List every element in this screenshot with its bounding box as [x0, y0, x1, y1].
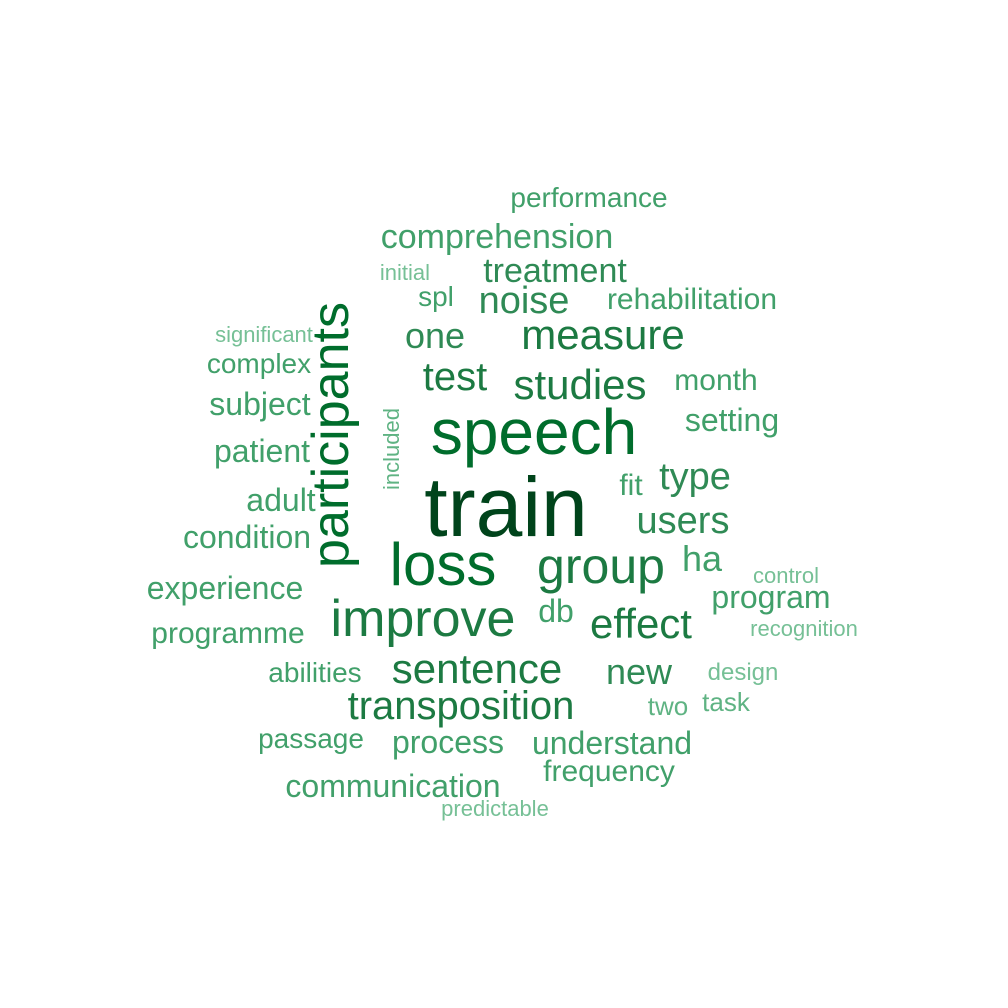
- word-transposition: transposition: [348, 684, 575, 728]
- word-one: one: [405, 315, 465, 356]
- word-subject: subject: [209, 386, 311, 422]
- word-understand: understand: [532, 725, 692, 761]
- word-condition: condition: [183, 519, 311, 555]
- word-spl: spl: [418, 281, 454, 312]
- word-significant: significant: [215, 322, 313, 347]
- word-control: control: [753, 563, 819, 588]
- word-improve: improve: [331, 590, 516, 648]
- word-initial: initial: [380, 260, 430, 285]
- word-frequency: frequency: [543, 755, 675, 788]
- word-program: program: [711, 579, 830, 615]
- word-studies: studies: [513, 361, 646, 408]
- word-group: group: [537, 538, 665, 594]
- word-patient: patient: [214, 433, 310, 469]
- word-communication: communication: [285, 768, 500, 804]
- word-loss: loss: [390, 531, 497, 598]
- word-new: new: [606, 651, 673, 692]
- word-type: type: [659, 456, 731, 498]
- word-users: users: [637, 500, 730, 542]
- word-db: db: [538, 593, 574, 629]
- word-programme: programme: [151, 617, 304, 650]
- word-adult: adult: [246, 482, 316, 518]
- word-participants: participants: [302, 302, 360, 568]
- word-test: test: [423, 355, 487, 399]
- word-month: month: [674, 364, 757, 397]
- word-predictable: predictable: [441, 796, 549, 821]
- word-process: process: [392, 724, 504, 760]
- word-task: task: [702, 687, 751, 717]
- word-measure: measure: [521, 311, 684, 358]
- word-complex: complex: [207, 348, 311, 379]
- word-sentence: sentence: [392, 645, 562, 692]
- word-setting: setting: [685, 402, 779, 438]
- word-performance: performance: [510, 182, 667, 213]
- word-design: design: [708, 659, 779, 686]
- word-ha: ha: [682, 538, 723, 579]
- word-experience: experience: [147, 570, 304, 606]
- word-comprehension: comprehension: [381, 218, 613, 256]
- word-effect: effect: [590, 600, 692, 647]
- word-two: two: [648, 691, 688, 721]
- word-rehabilitation: rehabilitation: [607, 283, 777, 316]
- word-fit: fit: [619, 469, 643, 502]
- word-train: train: [424, 460, 587, 554]
- word-noise: noise: [479, 280, 570, 322]
- word-recognition: recognition: [750, 616, 858, 641]
- word-speech: speech: [431, 396, 637, 468]
- word-abilities: abilities: [268, 657, 361, 688]
- word-treatment: treatment: [483, 252, 627, 290]
- word-passage: passage: [258, 723, 364, 754]
- word-included: included: [379, 408, 404, 490]
